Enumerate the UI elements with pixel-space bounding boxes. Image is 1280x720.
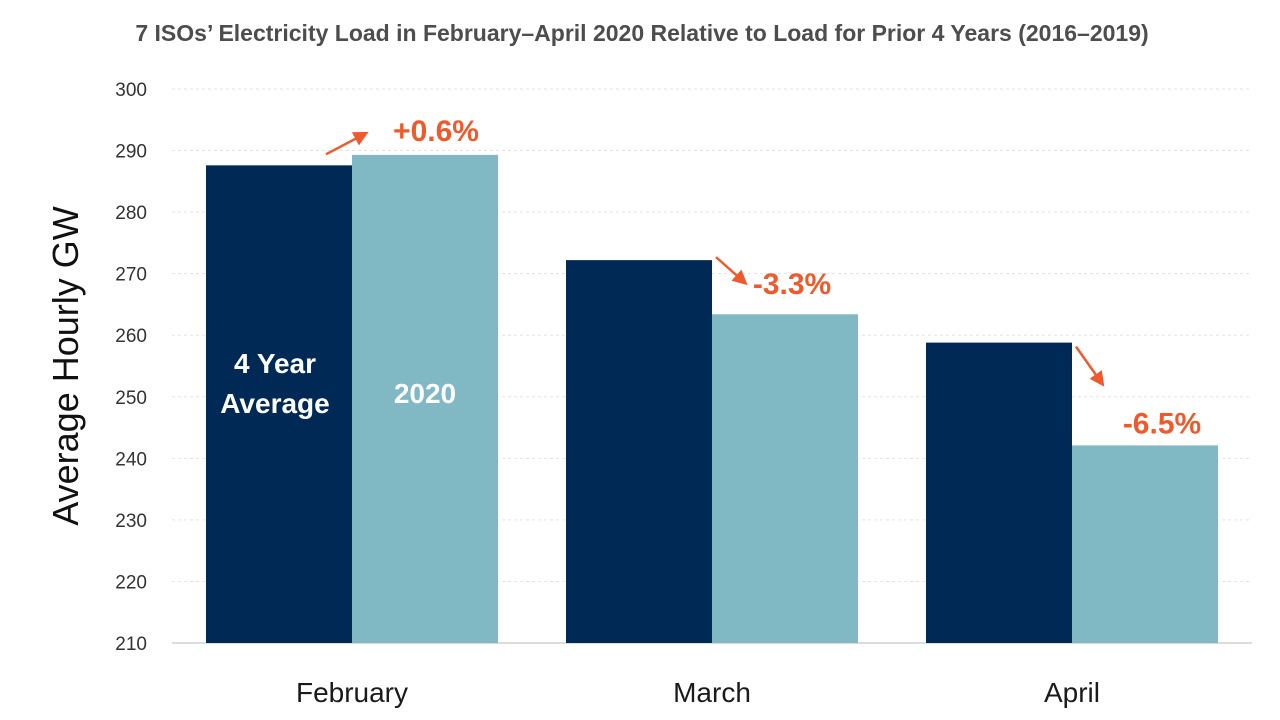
y-tick-label: 300 — [115, 80, 147, 101]
bar-2020-march — [712, 314, 858, 643]
y-tick-label: 270 — [115, 265, 147, 286]
series-label-average: Average — [220, 388, 329, 419]
annotation-arrow — [715, 256, 748, 286]
y-tick-label: 220 — [115, 572, 147, 593]
y-tick-label: 260 — [115, 326, 147, 347]
x-category-label: February — [296, 677, 408, 708]
x-category-label: April — [1044, 677, 1100, 708]
annotation-arrow — [1074, 345, 1105, 387]
series-label-2020: 2020 — [394, 378, 456, 409]
x-category-label: March — [673, 677, 751, 708]
bar-average-march — [566, 260, 712, 643]
bar-2020-february — [352, 154, 498, 643]
chart-title: 7 ISOs’ Electricity Load in February–Apr… — [135, 20, 1148, 46]
y-tick-label: 280 — [115, 203, 147, 224]
annotation-arrow — [325, 131, 369, 156]
annotations: +0.6% -3.3% -6.5% — [325, 115, 1201, 440]
bar-2020-april — [1072, 445, 1218, 643]
series-label-average: 4 Year — [234, 348, 316, 379]
annotation-label: -3.3% — [753, 268, 831, 301]
y-tick-label: 250 — [115, 388, 147, 409]
y-axis-label: Average Hourly GW — [45, 206, 86, 525]
bars — [206, 154, 1218, 643]
y-tick-label: 240 — [115, 449, 147, 470]
annotation-label: +0.6% — [393, 115, 479, 148]
annotation-label: -6.5% — [1123, 407, 1201, 440]
y-tick-label: 210 — [115, 634, 147, 655]
y-axis-ticks: 300 290 280 270 260 250 240 230 220 210 — [115, 80, 147, 655]
bar-average-april — [926, 342, 1072, 643]
y-tick-label: 230 — [115, 511, 147, 532]
series-labels: 4 Year Average 2020 — [220, 348, 456, 419]
bar-average-february — [206, 165, 352, 643]
y-tick-label: 290 — [115, 142, 147, 163]
x-axis-categories: February March April — [296, 677, 1100, 708]
